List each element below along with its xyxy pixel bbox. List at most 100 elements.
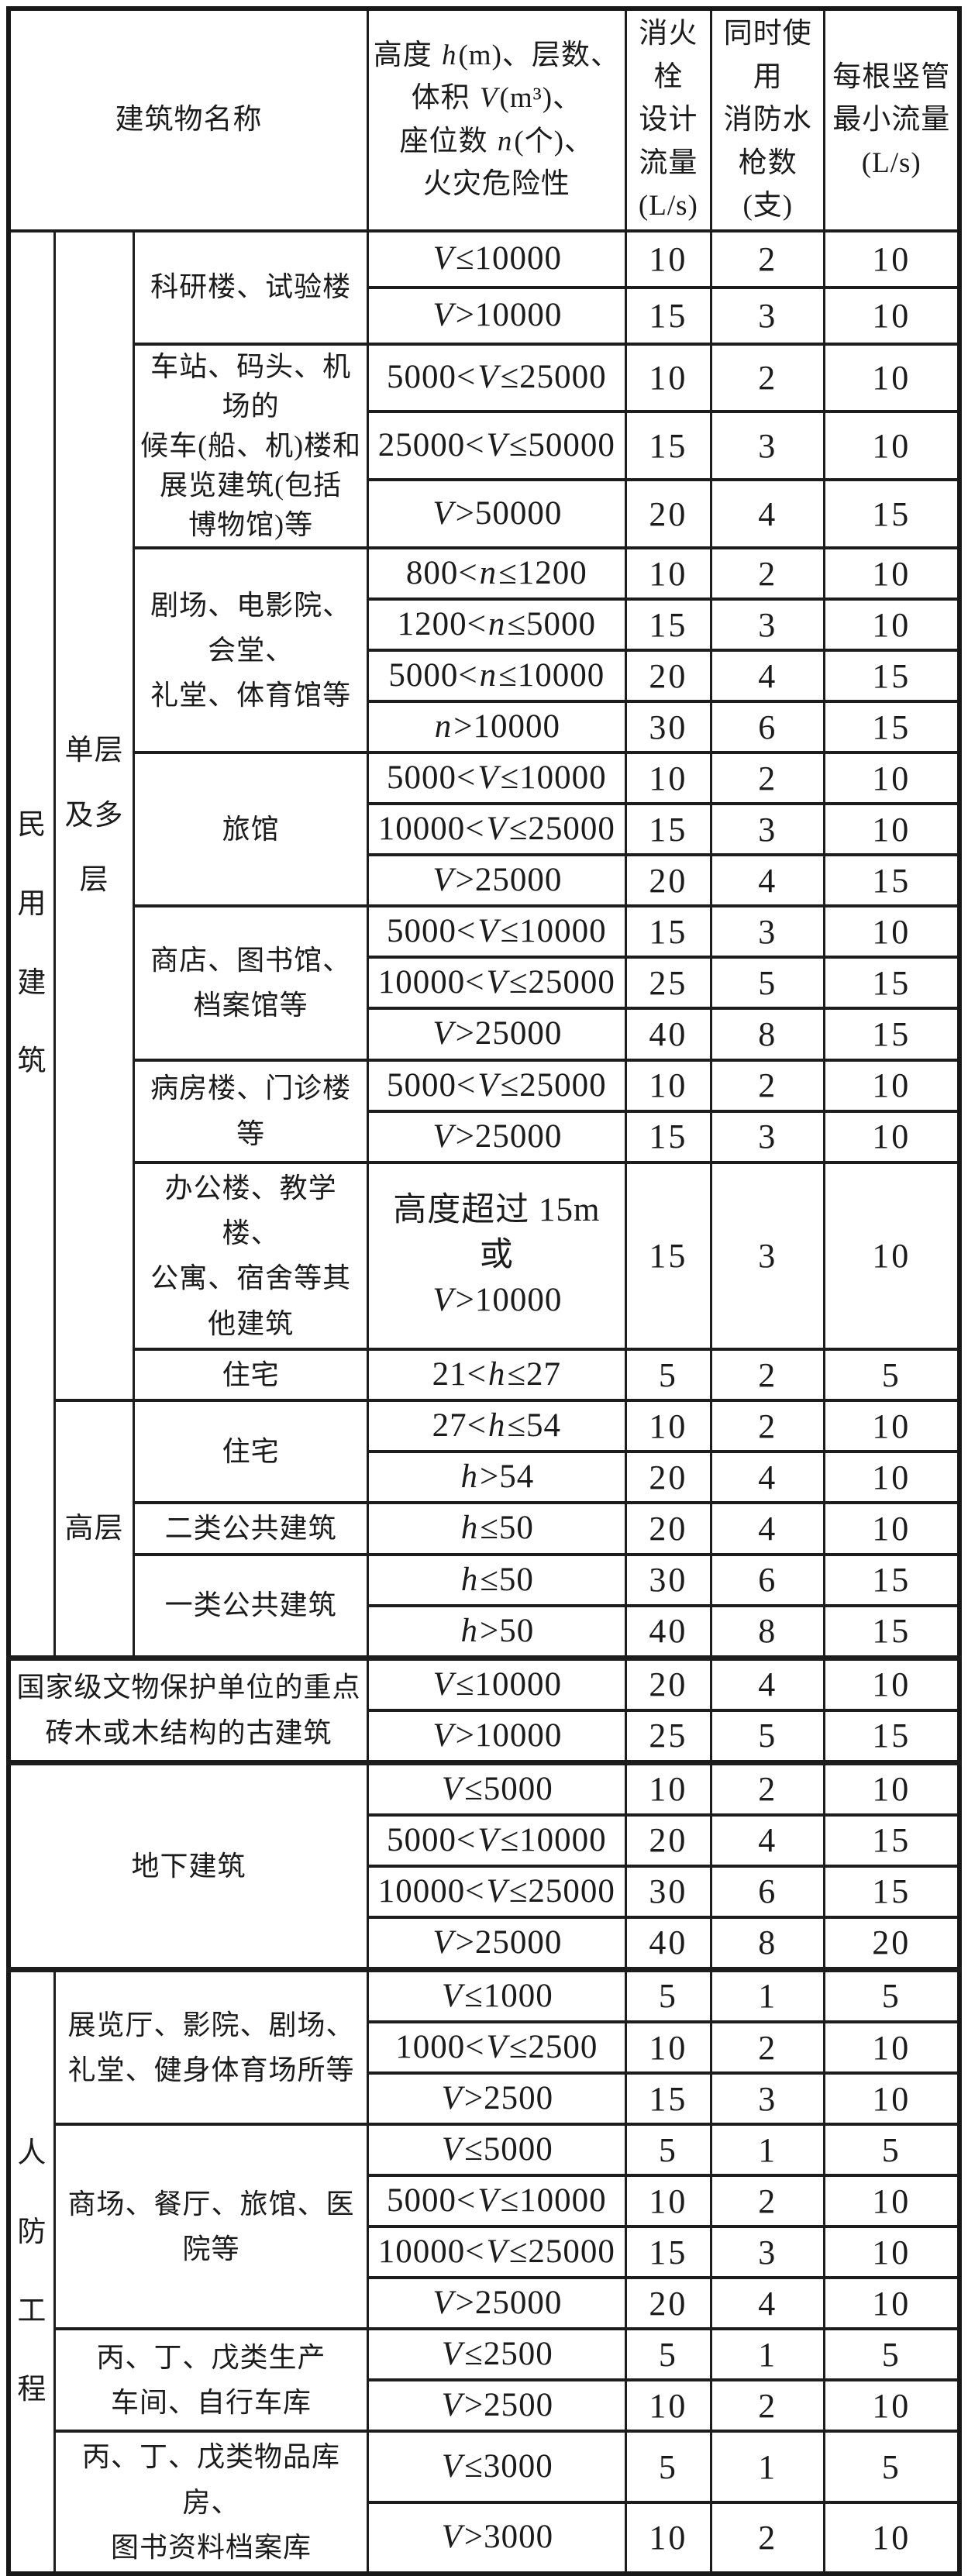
criteria-cell: V≤3000 bbox=[367, 2430, 627, 2504]
header-building-name: 建筑物名称 bbox=[7, 7, 370, 232]
group-class1-public-buildings: 一类公共建筑 bbox=[133, 1552, 370, 1660]
header-riser-min-flow: 每根竖管 最小流量 (L/s) bbox=[823, 7, 961, 232]
riser-cell: 10 bbox=[823, 1160, 961, 1351]
criteria-cell: 800<n≤1200 bbox=[367, 546, 627, 601]
table-row: 丙、丁、戊类生产 车间、自行车库 V≤2500 5 1 5 bbox=[9, 2327, 961, 2433]
riser-cell: 15 bbox=[823, 700, 961, 755]
flow-cell: 30 bbox=[624, 1864, 713, 1919]
group-residential-lowrise: 住宅 bbox=[133, 1347, 370, 1403]
riser-cell: 10 bbox=[823, 1058, 961, 1113]
table-row: V>10000 15 3 10 bbox=[9, 285, 961, 346]
criteria-cell: 10000<V≤25000 bbox=[367, 1864, 627, 1919]
flow-cell: 10 bbox=[624, 2020, 713, 2075]
jets-cell: 4 bbox=[710, 2276, 826, 2331]
jets-cell: 4 bbox=[710, 1813, 826, 1868]
riser-cell: 15 bbox=[823, 853, 961, 908]
group-stations-terminals-exhibition: 车站、码头、机场的 候车(船、机)楼和 展览建筑(包括 博物馆)等 bbox=[133, 342, 370, 550]
criteria-cell: V>50000 bbox=[367, 478, 627, 550]
category-civil-buildings: 民 用 建 筑 bbox=[7, 229, 56, 1660]
riser-cell: 10 bbox=[823, 285, 961, 346]
riser-cell: 10 bbox=[823, 229, 961, 289]
riser-cell: 15 bbox=[823, 1708, 961, 1765]
flow-cell: 10 bbox=[624, 229, 713, 289]
flow-cell: 15 bbox=[624, 1109, 713, 1164]
group-malls-restaurants-hotels-hospitals: 商场、餐厅、旅馆、医院等 bbox=[53, 2123, 370, 2331]
criteria-cell: 高度超过 15m 或 V>10000 bbox=[367, 1160, 627, 1351]
table-row: 车站、码头、机场的 候车(船、机)楼和 展览建筑(包括 博物馆)等 5000<V… bbox=[9, 342, 961, 550]
hydrant-flow-table: 建筑物名称 高度 h(m)、层数、 体积 V(m³)、 座位数 n(个)、 火灾… bbox=[6, 6, 962, 2576]
flow-cell: 20 bbox=[624, 2276, 713, 2331]
criteria-cell: h>50 bbox=[367, 1603, 627, 1660]
table-row: 5000<V≤10000 20 4 15 bbox=[9, 1813, 961, 1868]
table-row: 1200<n≤5000 15 3 10 bbox=[9, 598, 961, 653]
jets-cell: 4 bbox=[710, 1450, 826, 1505]
flow-cell: 5 bbox=[624, 1347, 713, 1403]
riser-cell: 5 bbox=[823, 2123, 961, 2178]
flow-cell: 10 bbox=[624, 2174, 713, 2229]
criteria-cell: V>3000 bbox=[367, 2500, 627, 2576]
flow-cell: 15 bbox=[624, 285, 713, 346]
flow-cell: 20 bbox=[624, 649, 713, 704]
riser-cell: 10 bbox=[823, 1501, 961, 1556]
riser-cell: 15 bbox=[823, 1007, 961, 1062]
jets-cell: 2 bbox=[710, 751, 826, 806]
criteria-cell: V>2500 bbox=[367, 2071, 627, 2127]
flow-cell: 5 bbox=[624, 2123, 713, 2178]
table-row: 地下建筑 V≤5000 10 2 10 bbox=[7, 1759, 961, 1972]
flow-cell: 10 bbox=[624, 1058, 713, 1113]
flow-cell: 10 bbox=[624, 2378, 713, 2433]
riser-cell: 10 bbox=[823, 342, 961, 414]
table-row: 10000<V≤25000 25 5 15 bbox=[9, 956, 961, 1011]
jets-cell: 2 bbox=[710, 342, 826, 414]
table-row: V>10000 25 5 15 bbox=[9, 1708, 961, 1765]
flow-cell: 40 bbox=[624, 1007, 713, 1062]
jets-cell: 1 bbox=[710, 1966, 826, 2023]
flow-cell: 15 bbox=[624, 904, 713, 959]
criteria-cell: 5000<V≤10000 bbox=[367, 751, 627, 806]
group-class-cde-warehouses-archives: 丙、丁、戊类物品库房、 图书资料档案库 bbox=[53, 2430, 370, 2576]
jets-cell: 8 bbox=[710, 1603, 826, 1660]
table-row: 丙、丁、戊类物品库房、 图书资料档案库 V≤3000 5 1 5 bbox=[9, 2430, 961, 2576]
riser-cell: 10 bbox=[823, 904, 961, 959]
table-row: 国家级文物保护单位的重点 砖木或木结构的古建筑 V≤10000 20 4 10 bbox=[7, 1655, 961, 1765]
criteria-cell: V>25000 bbox=[367, 2276, 627, 2331]
table-row: V>25000 15 3 10 bbox=[9, 1109, 961, 1164]
header-jets: 同时使用 消防水 枪数 (支) bbox=[710, 7, 826, 232]
jets-cell: 2 bbox=[710, 2500, 826, 2576]
criteria-cell: V>2500 bbox=[367, 2378, 627, 2433]
flow-cell: 40 bbox=[624, 1603, 713, 1660]
riser-cell: 10 bbox=[823, 2378, 961, 2433]
jets-cell: 2 bbox=[710, 2174, 826, 2229]
header-hydrant-flow: 消火栓 设计 流量 (L/s) bbox=[624, 7, 713, 232]
group-class2-public-buildings: 二类公共建筑 bbox=[133, 1501, 370, 1556]
riser-cell: 10 bbox=[823, 410, 961, 482]
table-row: 二类公共建筑 h≤50 20 4 10 bbox=[9, 1501, 961, 1556]
jets-cell: 4 bbox=[710, 1501, 826, 1556]
jets-cell: 5 bbox=[710, 956, 826, 1011]
riser-cell: 10 bbox=[823, 2174, 961, 2229]
flow-cell: 15 bbox=[624, 598, 713, 653]
criteria-cell: h>54 bbox=[367, 1450, 627, 1505]
table-row: h>54 20 4 10 bbox=[9, 1450, 961, 1505]
flow-cell: 15 bbox=[624, 410, 713, 482]
subcategory-single-multi-storey: 单层 及多层 bbox=[53, 229, 136, 1403]
jets-cell: 3 bbox=[710, 2225, 826, 2280]
riser-cell: 15 bbox=[823, 1813, 961, 1868]
riser-cell: 10 bbox=[823, 546, 961, 601]
flow-cell: 10 bbox=[624, 546, 713, 601]
riser-cell: 10 bbox=[823, 2225, 961, 2280]
riser-cell: 20 bbox=[823, 1915, 961, 1972]
table-row: V>25000 40 8 15 bbox=[9, 1007, 961, 1062]
table-row: 高层 住宅 27<h≤54 10 2 10 bbox=[9, 1399, 961, 1660]
jets-cell: 2 bbox=[710, 1058, 826, 1113]
criteria-cell: 5000<V≤25000 bbox=[367, 1058, 627, 1113]
group-exhibition-halls-cinemas: 展览厅、影院、剧场、 礼堂、健身体育场所等 bbox=[53, 1966, 370, 2127]
jets-cell: 5 bbox=[710, 1708, 826, 1765]
jets-cell: 2 bbox=[710, 1759, 826, 1817]
table-row: 1000<V≤2500 10 2 10 bbox=[9, 2020, 961, 2075]
flow-cell: 10 bbox=[624, 1759, 713, 1817]
jets-cell: 4 bbox=[710, 649, 826, 704]
jets-cell: 2 bbox=[710, 2020, 826, 2075]
riser-cell: 10 bbox=[823, 2500, 961, 2576]
table-header-row: 建筑物名称 高度 h(m)、层数、 体积 V(m³)、 座位数 n(个)、 火灾… bbox=[7, 7, 961, 232]
